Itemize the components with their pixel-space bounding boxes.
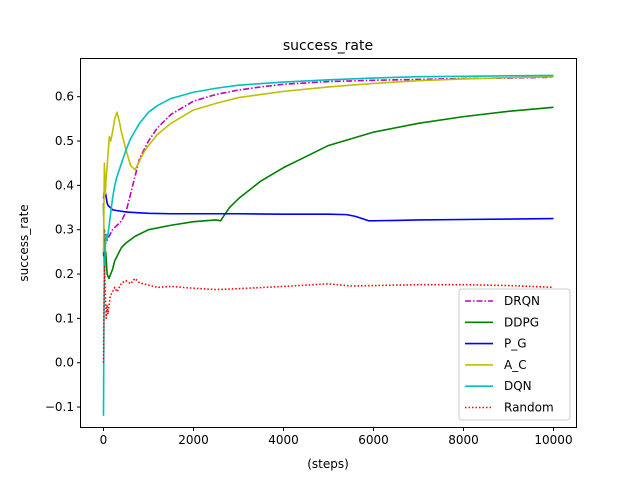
y-tick-label: 0.6: [55, 90, 74, 104]
axes-frame: [80, 58, 577, 428]
x-tick-label: 0: [100, 433, 108, 447]
y-tick-label: 0.4: [55, 178, 74, 192]
x-tick-label: 8000: [448, 433, 479, 447]
y-axis-label: success_rate: [17, 204, 31, 281]
x-tick-label: 10000: [534, 433, 572, 447]
chart-title: success_rate: [283, 38, 373, 54]
y-tick-label: 0.5: [55, 134, 74, 148]
legend-label: DQN: [504, 379, 532, 393]
series-line-drqn: [102, 76, 554, 257]
series-line-ddpg: [102, 106, 554, 280]
legend-label: DRQN: [504, 294, 540, 308]
x-tick-label: 6000: [358, 433, 389, 447]
series-line-random: [102, 264, 554, 363]
series-line-p-g: [102, 189, 554, 222]
legend-label: P_G: [504, 337, 527, 351]
ticks-layer: 0 2000 4000 6000 8000 10000 −0.1 0.0 0.1 0.2 0.3 0.…: [45, 90, 573, 447]
y-tick-label: 0.2: [55, 267, 74, 281]
plot-layer: [102, 74, 554, 416]
x-axis-label: (steps): [307, 457, 349, 471]
y-tick-label: 0.1: [55, 311, 74, 325]
legend: DRQN DDPG P_G A_C DQN Random: [458, 288, 571, 421]
x-tick-label: 2000: [178, 433, 209, 447]
series-line-dqn: [102, 74, 554, 416]
x-tick-label: 4000: [268, 433, 299, 447]
legend-label: A_C: [504, 358, 527, 372]
y-tick-label: −0.1: [45, 400, 74, 414]
y-tick-label: 0.0: [55, 356, 74, 370]
y-tick-label: 0.3: [55, 223, 74, 237]
legend-label: DDPG: [504, 315, 539, 329]
series-line-a-c: [102, 75, 554, 252]
legend-label: Random: [504, 401, 554, 415]
